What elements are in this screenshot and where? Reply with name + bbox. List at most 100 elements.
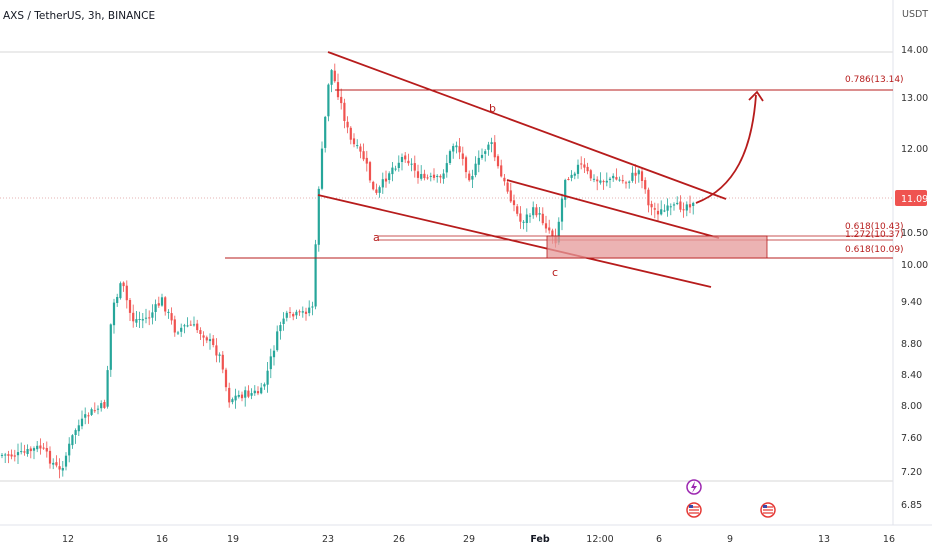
candle-body: [23, 451, 26, 453]
candle-body: [77, 425, 80, 432]
candle-body: [471, 176, 474, 180]
candle-body: [464, 157, 468, 173]
projection-arrowhead: [748, 90, 764, 102]
projection-curve: [695, 94, 757, 204]
candle-body: [202, 335, 205, 338]
candle-body: [397, 162, 400, 168]
candle-body: [327, 84, 330, 117]
candle-body: [484, 151, 487, 154]
candle-body: [199, 330, 202, 334]
candle-body: [304, 311, 308, 314]
candle-body: [308, 307, 311, 314]
x-tick-label: 6: [656, 534, 662, 545]
candle-body: [109, 324, 112, 370]
candle-body: [602, 181, 605, 183]
y-tick-label: 6.85: [901, 500, 922, 511]
fib-label-0618-a: 0.618(10.43): [845, 222, 904, 232]
candle-body: [189, 324, 192, 326]
candle-body: [68, 443, 71, 456]
candle-body: [20, 451, 23, 453]
candle-body: [55, 462, 58, 466]
x-tick-label: 9: [727, 534, 733, 545]
candle-body: [384, 178, 388, 182]
candle-body: [640, 171, 644, 181]
candle-body: [61, 468, 64, 471]
y-tick-label: 13.00: [901, 93, 928, 104]
wave-label-c: c: [552, 266, 558, 279]
candle-body: [455, 145, 458, 148]
wedge-lower-line: [506, 179, 720, 239]
candle-body: [528, 215, 532, 217]
candle-body: [154, 304, 157, 312]
candle-body: [394, 168, 397, 170]
candle-body: [439, 175, 442, 178]
candle-body: [624, 182, 628, 184]
channel-upper-line: [327, 51, 727, 200]
current-price-label: 11.09: [901, 194, 928, 205]
candle-body: [128, 300, 132, 313]
candle-body: [13, 455, 16, 457]
candle-body: [176, 332, 180, 334]
candle-body: [660, 209, 663, 215]
candle-body: [407, 160, 410, 164]
x-tick-label: 26: [393, 534, 405, 545]
candle-body: [656, 210, 660, 215]
fib-label-0786: 0.786(13.14): [845, 75, 904, 85]
candle-body: [116, 297, 119, 303]
candle-body: [378, 187, 381, 193]
candle-body: [522, 221, 525, 223]
candle-body: [564, 179, 567, 200]
candle-body: [298, 311, 301, 313]
candle-body: [612, 175, 615, 179]
candle-body: [132, 312, 135, 322]
currency-label: USDT: [902, 9, 928, 20]
candle-body: [532, 207, 535, 216]
candle-body: [186, 325, 189, 327]
candle-body: [346, 121, 349, 128]
x-tick-label: 13: [818, 534, 830, 545]
x-tick-label: 29: [463, 534, 475, 545]
candle-body: [263, 384, 266, 387]
candle-body: [58, 466, 61, 470]
y-tick-label: 10.00: [901, 260, 928, 271]
candle-body: [256, 391, 260, 394]
candle-body: [362, 151, 365, 160]
candle-body: [516, 206, 519, 214]
candle-body: [381, 179, 384, 188]
candle-body: [349, 127, 352, 140]
event-markers[interactable]: [686, 479, 776, 518]
candle-body: [500, 165, 503, 177]
candle-body: [218, 354, 221, 356]
x-tick-label: Feb: [530, 534, 550, 545]
candle-body: [589, 170, 592, 179]
candle-body: [285, 312, 288, 318]
candle-body: [64, 455, 68, 467]
candle-body: [80, 418, 84, 427]
candle-body: [493, 142, 496, 158]
candle-body: [352, 138, 356, 145]
y-tick-label: 8.40: [901, 370, 922, 381]
candle-body: [311, 306, 314, 308]
candle-body: [224, 369, 228, 388]
candle-body: [36, 445, 39, 450]
candle-body: [448, 151, 452, 163]
candle-body: [192, 324, 196, 326]
candle-body: [250, 393, 253, 396]
candle-body: [279, 325, 282, 332]
candle-body: [647, 189, 650, 206]
candle-body: [631, 172, 634, 181]
fib-label-0618-b: 0.618(10.09): [845, 245, 904, 255]
candle-body: [87, 415, 90, 417]
current-price-badge: [895, 190, 927, 206]
candle-body: [119, 283, 122, 299]
candle-body: [288, 312, 292, 314]
candle-body: [26, 449, 29, 454]
candle-body: [596, 179, 599, 182]
y-tick-label: 9.40: [901, 297, 922, 308]
candle-body: [644, 180, 647, 190]
candle-body: [247, 390, 250, 397]
candle-body: [253, 390, 256, 394]
y-tick-label: 12.00: [901, 144, 928, 155]
